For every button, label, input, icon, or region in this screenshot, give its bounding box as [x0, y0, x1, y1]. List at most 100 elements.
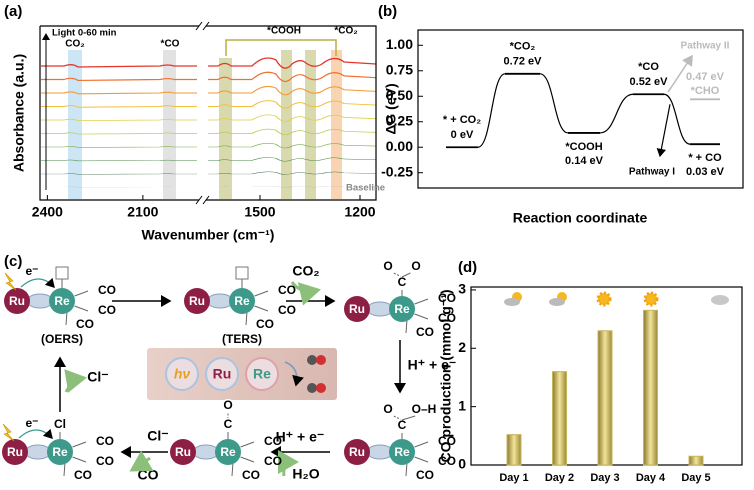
ligand: CO	[416, 325, 434, 339]
band	[163, 50, 176, 199]
panel-d: (d) CO production (mmol g⁻¹)	[438, 259, 743, 466]
bond	[245, 312, 248, 326]
y-tick-label: 0.75	[386, 61, 413, 77]
bond	[240, 441, 255, 448]
panel-a: (a) Light 0-60 min CO₂ *CO *COOH *CO₂ Ba…	[4, 3, 385, 243]
bond	[393, 415, 403, 421]
band	[219, 58, 232, 199]
ligand: CO	[416, 468, 434, 482]
adsorbate: C	[224, 417, 233, 431]
y-axis-label: CO production (mmol g⁻¹)	[438, 289, 454, 462]
bond	[401, 272, 411, 278]
bar	[643, 309, 658, 466]
panel-label: (d)	[458, 259, 477, 276]
metal-label: Re	[234, 294, 250, 308]
light-bolt	[2, 423, 15, 442]
bond	[63, 463, 66, 477]
bond	[74, 305, 89, 312]
step-label: Cl⁻	[87, 369, 108, 385]
bond	[254, 290, 269, 297]
level-name: *CO	[638, 61, 659, 73]
spectra	[40, 57, 377, 188]
ligand: CO	[76, 317, 94, 331]
pathway-arrow	[667, 54, 693, 93]
bar	[597, 330, 613, 466]
panel-label: (c)	[4, 253, 22, 270]
inset-text: hν	[174, 366, 191, 382]
ligand: CO	[438, 291, 456, 305]
adsorbate: C	[398, 418, 407, 432]
ligand: CO	[264, 434, 282, 448]
connector	[539, 73, 569, 134]
annotation: *COOH	[267, 26, 301, 37]
y-tick-label: 0.25	[386, 112, 413, 128]
y-tick-label: 0.50	[386, 87, 413, 103]
metal-label: Re	[394, 445, 410, 459]
ligand: CO	[278, 303, 296, 317]
x-tick-label: Day 1	[499, 472, 528, 484]
adsorbate: O	[223, 398, 232, 412]
metal	[47, 439, 73, 465]
level-value: 0.03 eV	[686, 166, 725, 178]
level-name: * + CO	[688, 152, 722, 164]
bar	[552, 371, 567, 466]
adsorbate: C	[398, 275, 407, 289]
pathway-arrow	[656, 104, 671, 158]
green-arrow	[290, 281, 321, 306]
ligand: CO	[264, 454, 282, 468]
x-axis-label: Reaction coordinate	[513, 210, 648, 226]
panel-label: (a)	[4, 3, 22, 20]
bond	[74, 290, 89, 297]
electron: e⁻	[25, 264, 38, 278]
metal-label: Ru	[175, 445, 191, 459]
metal	[389, 296, 415, 322]
x-tick-label: Day 5	[681, 472, 710, 484]
bond	[414, 298, 429, 305]
bond	[231, 463, 234, 477]
metal-label: Ru	[189, 294, 205, 308]
step-label: Cl⁻	[147, 428, 168, 444]
inset-icon	[245, 357, 279, 391]
level-value: 0.52 eV	[630, 76, 669, 88]
x-tick-label: 2400	[32, 204, 63, 220]
metal-label: Re	[220, 445, 236, 459]
metal	[49, 288, 75, 314]
green-arrow	[64, 369, 87, 393]
metal	[170, 439, 196, 465]
inset-arrow	[284, 361, 304, 387]
axis-break	[195, 21, 210, 205]
panel-c: (c) hν Ru Re CO₂ H⁺ + e⁻ H⁺ + e⁻ H₂O Cl⁻…	[2, 253, 456, 483]
ligand: CO	[96, 434, 114, 448]
bond	[405, 463, 408, 477]
adsorbate: O	[383, 259, 392, 273]
inset-icon	[165, 357, 199, 391]
bar	[506, 434, 522, 466]
level-value: 0.14 eV	[565, 155, 604, 167]
inset-text: Ru	[213, 366, 232, 382]
annotation: *CO	[161, 39, 180, 50]
annotation: CO₂	[65, 39, 84, 50]
y-axis-label: ΔG (eV)	[383, 83, 399, 134]
step-label: CO	[138, 467, 159, 483]
ligand: CO	[98, 283, 116, 297]
metal	[184, 288, 210, 314]
x-axis-label: Wavenumber (cm⁻¹)	[142, 227, 275, 243]
band	[305, 50, 316, 199]
step-label: CO₂	[292, 263, 319, 279]
metal-label: Re	[394, 302, 410, 316]
connector	[599, 93, 634, 134]
ligand: CO	[438, 434, 456, 448]
weather-icons	[504, 291, 729, 307]
ligand: CO	[438, 311, 456, 325]
level-name: *COOH	[565, 141, 602, 153]
bond	[240, 456, 255, 463]
baseline-label: Baseline	[346, 183, 385, 194]
x-tick-label: 2100	[127, 204, 158, 220]
co-molecule	[307, 355, 326, 393]
x-tick-label: 1200	[344, 204, 375, 220]
band	[68, 50, 82, 199]
level-value: 0.72 eV	[504, 56, 543, 68]
ligand: CO	[96, 454, 114, 468]
bond	[72, 441, 87, 448]
